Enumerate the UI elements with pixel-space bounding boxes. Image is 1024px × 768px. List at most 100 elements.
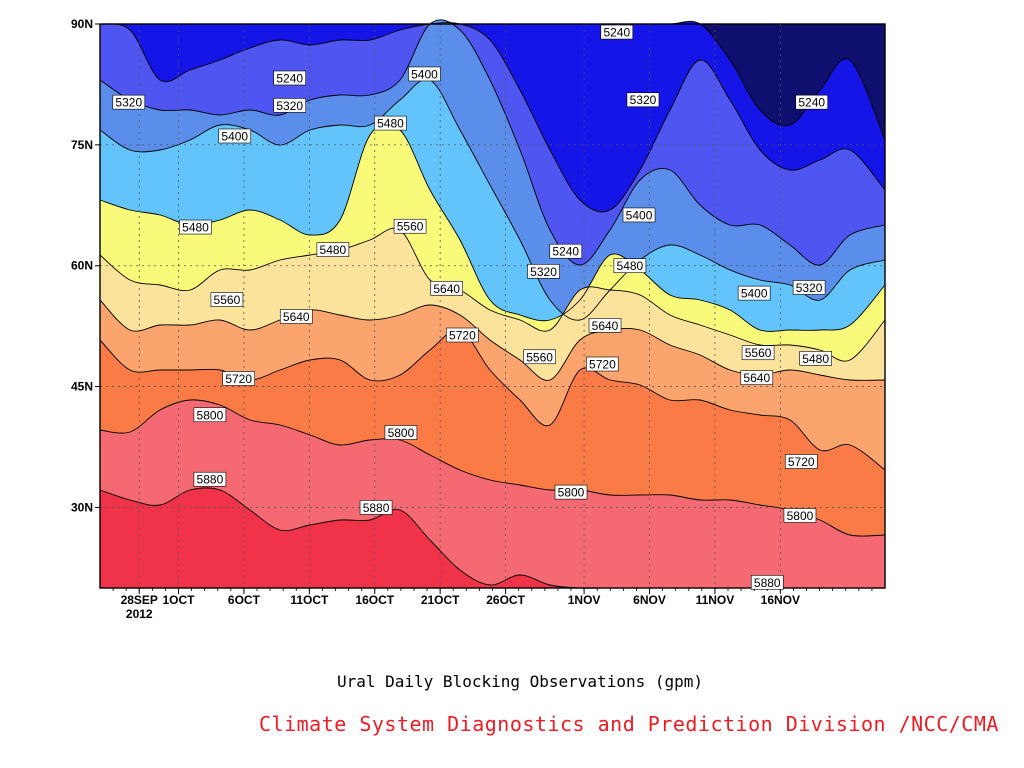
contour-label-box [784,454,818,469]
contour-label: 5240 [600,24,634,40]
contour-label-text: 5560 [397,220,424,234]
contour-line [99,399,886,537]
contour-label-box [273,98,307,113]
x-tick-label: 6OCT [228,593,261,607]
axis-ticks: 28SEP 1OCT 6OCT 11OCT 16OCT 21OCT 26OCT 1NOV 6NO… [71,17,873,621]
contour-line [99,122,886,332]
contour-label-box [626,92,660,108]
credit-line: Climate System Diagnostics and Predictio… [259,712,999,736]
contour-label: 5320 [273,98,307,113]
contour-label-text: 5720 [225,372,252,386]
contour-label-box [446,327,479,343]
contour-label-box [316,242,350,257]
contour-label-text: 5720 [788,455,815,469]
contour-label: 5240 [273,70,307,85]
contour-label: 5720 [586,356,619,372]
contour-label-text: 5400 [741,287,768,301]
contour-label-box [588,318,622,333]
contour-label-box [384,425,418,440]
contour-label-box [613,258,647,274]
contour-label-text: 5800 [787,509,814,523]
contour-label-box [740,370,774,386]
x-tick-label: 11NOV [696,593,735,607]
contour-label-text: 5880 [754,576,781,590]
contour-label-text: 5640 [283,310,310,324]
contour-label-text: 5560 [526,350,553,364]
contour-label-text: 5720 [589,358,616,372]
contour-label: 5320 [527,264,560,279]
contour-label-text: 5560 [745,346,772,360]
contour-label-box [737,285,771,301]
contour-label-text: 5480 [377,117,404,131]
contour-label-box [222,371,255,386]
contour-label: 5800 [384,425,418,440]
contour-label-text: 5800 [197,408,224,422]
contour-label: 5320 [112,94,146,110]
y-tick-label: 75N [71,138,93,152]
contour-label-box [279,309,313,324]
contour-label-text: 5320 [276,99,303,113]
y-tick-label: 90N [71,17,93,31]
x-tick-label: 11OCT [290,593,329,607]
contour-label: 5480 [374,115,407,131]
contour-label: 5640 [430,280,464,296]
contour-label: 5480 [613,258,647,274]
contour-label-box [393,218,427,234]
contour-label: 5560 [210,292,244,307]
contour-label: 5240 [795,94,829,110]
contour-label-box [795,94,829,110]
contour-label: 5560 [393,218,427,234]
contour-label-text: 5320 [630,93,657,107]
contour-label-box [193,407,227,423]
contour-label-text: 5400 [626,208,653,222]
x-tick-label: 16NOV [761,593,800,607]
contour-label-text: 5240 [603,26,630,40]
contour-label: 5880 [750,575,784,590]
contour-label-text: 5640 [433,282,460,296]
contour-label: 5640 [279,309,313,324]
contour-label: 5480 [799,351,832,366]
contour-label-text: 5320 [796,281,823,295]
contour-label-box [408,66,441,82]
contour-label-text: 5880 [363,501,390,515]
contour-label-text: 5480 [802,352,829,366]
contour-label-text: 5640 [743,371,770,385]
contour-label: 5560 [523,349,556,365]
x-tick-label: 16OCT [355,593,394,607]
contour-label-box [783,508,817,523]
contour-label-box [750,575,784,590]
contour-label-text: 5240 [276,71,303,85]
contour-label-box [799,351,832,366]
contour-label: 5720 [446,327,479,343]
contour-label: 5400 [737,285,771,301]
contour-label: 5640 [740,370,774,386]
contour-label-box [622,207,656,223]
contour-line [99,19,886,266]
contour-label-text: 5240 [552,245,579,259]
contour-label: 5800 [554,484,588,500]
contour-label: 5480 [316,242,350,257]
contour-label-text: 5720 [449,329,476,343]
contour-label: 5480 [179,219,212,235]
contour-label-box [210,292,244,307]
contour-label: 5880 [193,471,227,487]
contour-label-box [179,219,212,235]
contour-label-text: 5400 [221,129,248,143]
contour-label-text: 5480 [617,259,644,273]
contour-label: 5720 [222,371,255,386]
x-tick-label: 1NOV [568,593,601,607]
contour-label: 5560 [741,345,775,360]
y-tick-label: 60N [71,259,93,273]
contour-label-box [523,349,556,365]
contour-labels: 5240 5320 5240 5320 5400 5400 5480 5320 5240 5480… [112,24,832,590]
contour-label: 5320 [626,92,660,108]
contour-label: 5320 [792,280,826,295]
contour-label-text: 5880 [197,473,224,487]
x-tick-label: 26OCT [486,593,525,607]
y-tick-label: 30N [71,500,93,514]
contour-label: 5800 [783,508,817,523]
contour-label-text: 5800 [388,426,415,440]
contour-label: 5400 [622,207,656,223]
contour-label-text: 5640 [592,319,619,333]
